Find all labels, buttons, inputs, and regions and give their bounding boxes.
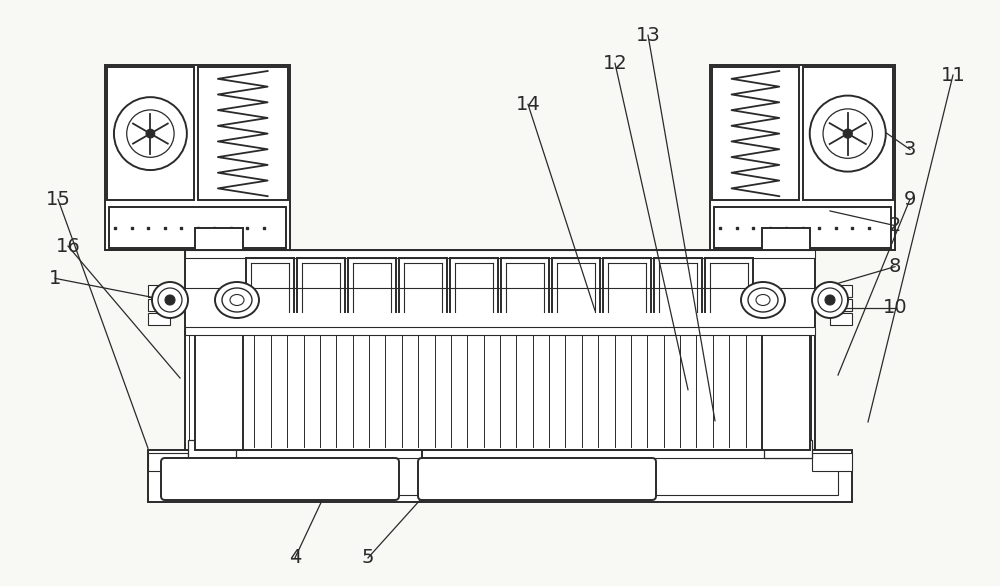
Circle shape <box>818 288 842 312</box>
Bar <box>764 440 812 458</box>
Bar <box>802 67 893 200</box>
Text: 13: 13 <box>636 26 660 45</box>
Bar <box>710 65 895 250</box>
Text: 4: 4 <box>289 548 301 567</box>
Bar <box>195 228 243 450</box>
Bar <box>148 285 170 297</box>
Bar <box>148 313 170 325</box>
Text: 15: 15 <box>46 190 70 209</box>
Bar <box>148 453 188 471</box>
Bar <box>109 207 286 248</box>
Text: 5: 5 <box>362 548 374 567</box>
Bar <box>830 285 852 297</box>
Bar <box>712 67 799 200</box>
Text: 2: 2 <box>889 216 901 235</box>
Bar <box>714 207 891 248</box>
Circle shape <box>127 110 174 157</box>
Bar <box>105 65 290 250</box>
Bar <box>185 250 815 335</box>
Bar <box>185 327 815 335</box>
Bar <box>162 458 838 495</box>
Bar <box>185 330 815 450</box>
Bar <box>148 299 170 311</box>
Ellipse shape <box>215 282 259 318</box>
Ellipse shape <box>230 295 244 305</box>
Bar <box>812 453 852 471</box>
Bar <box>107 67 194 200</box>
FancyBboxPatch shape <box>161 458 399 500</box>
Circle shape <box>146 130 155 138</box>
Text: 11: 11 <box>941 66 965 84</box>
Bar <box>188 440 236 458</box>
Circle shape <box>823 109 872 158</box>
Ellipse shape <box>741 282 785 318</box>
Bar <box>195 228 243 250</box>
Ellipse shape <box>222 288 252 312</box>
Bar <box>148 450 852 502</box>
Circle shape <box>825 295 835 305</box>
Text: 12: 12 <box>603 54 627 73</box>
Bar <box>830 313 852 325</box>
Bar <box>198 67 288 200</box>
Circle shape <box>843 129 852 138</box>
Text: 9: 9 <box>904 190 916 209</box>
Text: 8: 8 <box>889 257 901 276</box>
Circle shape <box>812 282 848 318</box>
Text: 14: 14 <box>516 95 540 114</box>
Circle shape <box>158 288 182 312</box>
Bar <box>185 250 815 258</box>
Text: 3: 3 <box>904 140 916 159</box>
Circle shape <box>152 282 188 318</box>
Text: 16: 16 <box>56 237 80 255</box>
FancyBboxPatch shape <box>418 458 656 500</box>
Circle shape <box>114 97 187 170</box>
Text: 1: 1 <box>49 269 61 288</box>
Ellipse shape <box>756 295 770 305</box>
Ellipse shape <box>748 288 778 312</box>
Bar <box>762 228 810 450</box>
Bar <box>762 228 810 250</box>
Bar <box>830 299 852 311</box>
Circle shape <box>810 96 886 172</box>
Text: 10: 10 <box>883 298 907 317</box>
Circle shape <box>165 295 175 305</box>
